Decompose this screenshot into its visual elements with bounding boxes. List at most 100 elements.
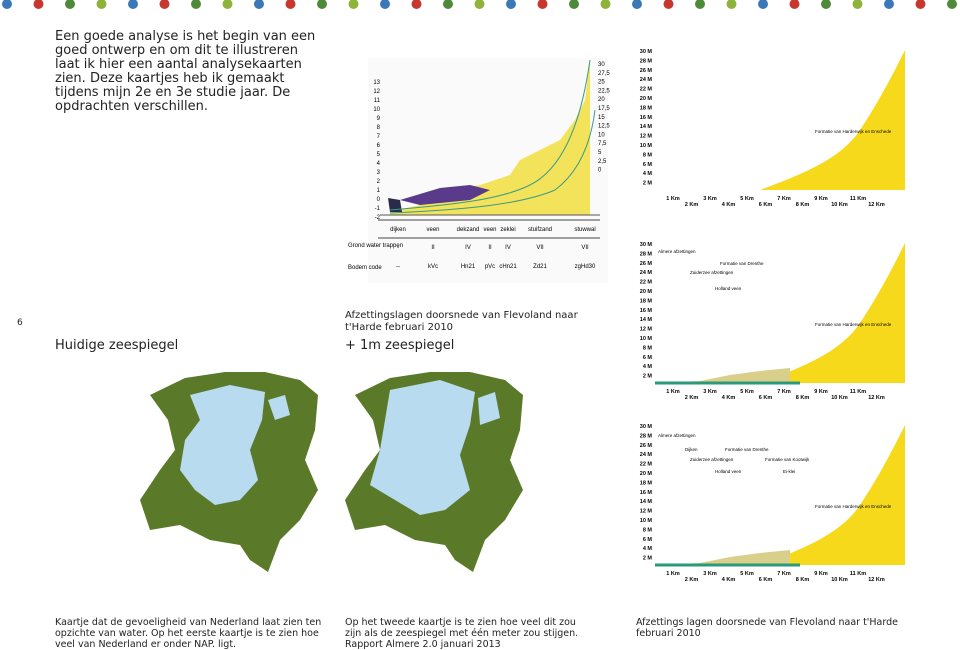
profile-y-label: 24 M (640, 270, 653, 276)
profiles: 30 M 28 M 26 M 24 M 22 M 20 M 18 M 16 M 14 M 12 M… (636, 48, 906, 585)
sketch-code: Zd21 (533, 264, 547, 270)
profile-y-label: 6 M (643, 162, 653, 168)
profile-y-label: 16 M (640, 115, 653, 121)
profile-label: Almere afzettingen (658, 433, 696, 438)
profile: 30 M 28 M 26 M 24 M 22 M 20 M 18 M 16 M 14 M 12 M… (636, 423, 906, 585)
top-dot (852, 0, 863, 9)
sketch-layer: dekzand (457, 227, 480, 233)
profile-x-label: 10 Km (831, 577, 848, 583)
sketch-code: kVc (428, 264, 438, 270)
terrain (760, 50, 905, 190)
profile: 30 M 28 M 26 M 24 M 22 M 20 M 18 M 16 M 14 M 12 M… (636, 48, 906, 210)
top-dot (789, 0, 800, 9)
profile-x-label: 11 Km (850, 571, 866, 577)
profile-x-label: 7 Km (777, 196, 791, 202)
top-dot (537, 0, 548, 9)
profile-label: Holland veen (715, 469, 742, 474)
sketch-code: Hn21 (461, 264, 476, 270)
profile-x-label: 2 Km (685, 577, 699, 583)
intro-text: Een goede analyse is het begin van een g… (55, 29, 316, 114)
sketch-left-axis: 7 (377, 134, 381, 140)
profile-y-label: 24 M (640, 77, 653, 83)
sketch-gwt: VII (581, 245, 589, 251)
profile-label: Formatie van Kootwijk (765, 457, 810, 462)
top-dot (317, 0, 327, 9)
profile-label: Formatie van Harderwijk en Enschede (815, 129, 892, 134)
profile-label: Ei-klei (783, 469, 795, 474)
profile-y-label: 24 M (640, 452, 653, 458)
top-dot (915, 0, 926, 9)
profile-y-label: 2 M (643, 556, 653, 562)
top-dot (285, 0, 296, 9)
sketch-left-axis: 8 (377, 125, 381, 131)
profile-y-label: 26 M (640, 443, 653, 449)
sketch-gwt: II (488, 245, 492, 251)
sketch-right-axis: 22,5 (598, 88, 610, 94)
profile-y-label: 18 M (640, 298, 653, 304)
profile-y-label: 26 M (640, 68, 653, 74)
sketch-gwt: IV (465, 245, 471, 251)
sketch-right-axis: 10 (598, 132, 605, 138)
middle-caption-text: Op het tweede kaartje is te zien hoe vee… (345, 617, 579, 639)
top-dot (474, 0, 485, 9)
profile-y-label: 4 M (643, 171, 653, 177)
profile-x-label: 9 Km (814, 571, 828, 577)
top-dot (191, 0, 201, 9)
top-dot (663, 0, 674, 9)
profile-y-label: 12 M (640, 134, 653, 140)
sketch-layer: stuifzand (528, 227, 552, 233)
sketch-left-axis: 9 (377, 116, 381, 122)
sketch-right-axis: 12,5 (598, 124, 610, 130)
profile-x-label: 9 Km (814, 389, 828, 395)
profile-y-label: 6 M (643, 355, 653, 361)
profile-x-label: 3 Km (703, 389, 717, 395)
sketch (368, 58, 608, 283)
profile-y-label: 26 M (640, 261, 653, 267)
profile-y-label: 14 M (640, 317, 653, 323)
top-dot (506, 0, 516, 9)
map-plus-1m (345, 372, 523, 572)
right-caption: Afzettings lagen doorsnede van Flevoland… (636, 617, 898, 639)
profile-x-label: 10 Km (831, 395, 848, 401)
top-dot (884, 0, 894, 9)
top-dot (411, 0, 422, 9)
sketch-row-label: Bodem code (348, 265, 382, 271)
profile-y-label: 4 M (643, 364, 653, 370)
profile-y-label: 20 M (640, 96, 653, 102)
profile-y-label: 12 M (640, 327, 653, 333)
profile-y-label: 8 M (643, 527, 653, 533)
sketch-code: -- (396, 264, 400, 270)
sketch-right-axis: 17,5 (598, 106, 610, 112)
profile-x-label: 5 Km (740, 389, 754, 395)
sketch-code: zgHd30 (575, 264, 596, 270)
sketch-gwt: II (431, 245, 435, 251)
profile-y-label: 14 M (640, 124, 653, 130)
profile-y-label: 6 M (643, 537, 653, 543)
profile-x-label: 2 Km (685, 395, 699, 401)
profile-y-label: 28 M (640, 58, 653, 64)
profile-x-label: 12 Km (868, 202, 885, 208)
profile-x-label: 12 Km (868, 577, 885, 583)
sketch-left-axis: -1 (375, 206, 381, 212)
profile: 30 M 28 M 26 M 24 M 22 M 20 M 18 M 16 M 14 M 12 M… (636, 241, 906, 403)
profile-y-label: 2 M (643, 181, 653, 187)
profile-x-label: 11 Km (850, 196, 866, 202)
top-dot (695, 0, 705, 9)
profile-y-label: 10 M (640, 518, 653, 524)
profile-x-label: 8 Km (796, 202, 810, 208)
profile-y-label: 30 M (640, 424, 653, 430)
top-dot (65, 0, 75, 9)
sketch-right-axis: 30 (598, 62, 605, 68)
profile-y-label: 20 M (640, 289, 653, 295)
sketch-gwt: IV (505, 245, 511, 251)
sketch-right-axis: 27,5 (598, 71, 610, 77)
left-heading: Huidige zeespiegel (55, 338, 179, 353)
profile-y-label: 30 M (640, 242, 653, 248)
profile-label: Formatie van Drenthe (720, 261, 764, 266)
map-current (140, 372, 318, 572)
top-dot (159, 0, 170, 9)
sketch-left-axis: 0 (377, 197, 381, 203)
profile-y-label: 20 M (640, 471, 653, 477)
terrain (760, 425, 905, 565)
sketch-right-axis: 5 (598, 150, 602, 156)
